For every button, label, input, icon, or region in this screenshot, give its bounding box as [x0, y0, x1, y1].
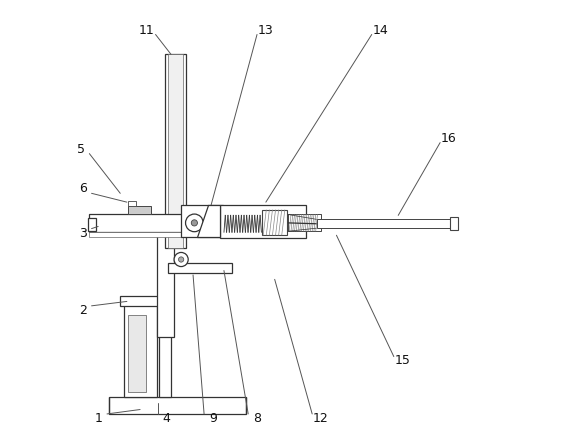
Text: 15: 15 — [395, 354, 411, 368]
Bar — [120, 296, 162, 306]
Text: 8: 8 — [253, 412, 261, 425]
Bar — [168, 263, 232, 273]
Bar — [168, 54, 183, 249]
Text: 12: 12 — [313, 412, 329, 425]
Bar — [90, 232, 202, 237]
Bar — [165, 54, 187, 249]
Bar — [219, 205, 306, 238]
Text: 14: 14 — [373, 24, 388, 36]
Bar — [181, 205, 223, 237]
Circle shape — [179, 257, 184, 262]
Text: 3: 3 — [79, 226, 87, 239]
Bar — [157, 218, 174, 337]
Bar — [288, 214, 321, 231]
Bar — [316, 219, 454, 228]
Text: 6: 6 — [79, 182, 87, 195]
Text: 9: 9 — [209, 412, 217, 425]
Circle shape — [174, 253, 188, 266]
Bar — [124, 305, 157, 397]
Circle shape — [191, 220, 197, 226]
Circle shape — [185, 214, 203, 232]
Bar — [128, 206, 151, 214]
Bar — [128, 201, 136, 206]
Bar — [128, 315, 146, 392]
Bar — [88, 218, 96, 231]
Text: 2: 2 — [79, 304, 87, 317]
Polygon shape — [197, 205, 219, 237]
Text: 13: 13 — [258, 24, 274, 36]
Text: 11: 11 — [139, 24, 155, 36]
Bar — [263, 210, 286, 235]
Text: 4: 4 — [163, 412, 171, 425]
Bar — [450, 217, 458, 230]
Text: 16: 16 — [441, 132, 457, 145]
Text: 5: 5 — [77, 143, 84, 156]
Text: 1: 1 — [94, 412, 102, 425]
Bar — [90, 214, 202, 232]
Bar — [159, 335, 171, 397]
Bar — [109, 397, 246, 414]
